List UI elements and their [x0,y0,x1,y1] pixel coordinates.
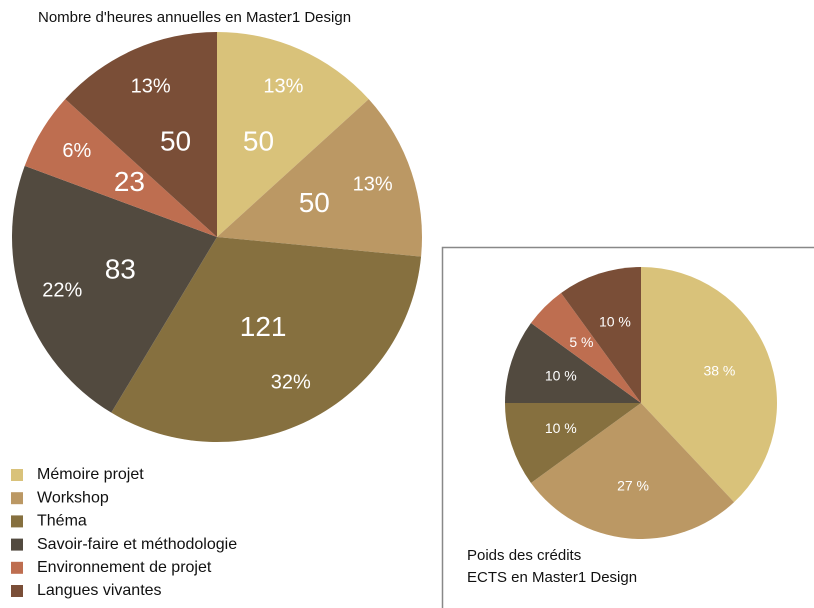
percent-label: 32% [271,372,311,394]
value-label: 10 % [599,314,631,330]
legend-label: Théma [37,513,87,530]
legend-label: Environnement de projet [37,559,212,576]
percent-label: 6% [62,140,91,162]
value-label: 10 % [545,420,577,436]
legend-swatch [11,538,23,551]
pie-slice [65,32,217,237]
legend-label: Langues vivantes [37,582,162,599]
value-label: 10 % [545,368,577,384]
value-label: 83 [105,253,136,284]
percent-label: 13% [131,75,171,97]
percent-label: 13% [353,174,393,196]
pie-slice [11,165,218,413]
pie-slice [530,292,641,403]
legend-label: Workshop [37,489,109,506]
value-label: 50 [299,187,330,218]
legend-label: Savoir-faire et méthodologie [37,536,237,553]
pie-slice [530,403,735,539]
legend-swatch [11,515,23,528]
value-label: 50 [243,126,274,157]
pie-slice [561,267,641,403]
value-label: 27 % [617,478,649,494]
legend-swatch [11,469,23,481]
chart-title: Poids des crédits [467,547,581,564]
percent-label: 22% [42,280,82,302]
value-label: 38 % [703,363,735,379]
value-label: 121 [240,311,287,342]
legend-swatch [11,561,23,574]
inset-frame [441,246,814,608]
legend-label: Mémoire projet [37,466,144,483]
pie-slice [217,32,369,237]
pie-slice [217,99,422,257]
pie-slice [505,323,641,403]
value-label: 5 % [569,334,593,350]
chart-title: Nombre d'heures annuelles en Master1 Des… [38,9,351,26]
chart-title: ECTS en Master1 Design [467,569,637,586]
value-label: 50 [160,126,191,157]
pie-slice [111,237,422,442]
pie-slice [505,403,641,483]
legend-swatch [11,585,23,597]
value-label: 23 [114,166,145,197]
legend-swatch [11,492,23,505]
pie-slice [24,99,217,237]
percent-label: 13% [263,75,303,97]
pie-slice [641,267,777,503]
